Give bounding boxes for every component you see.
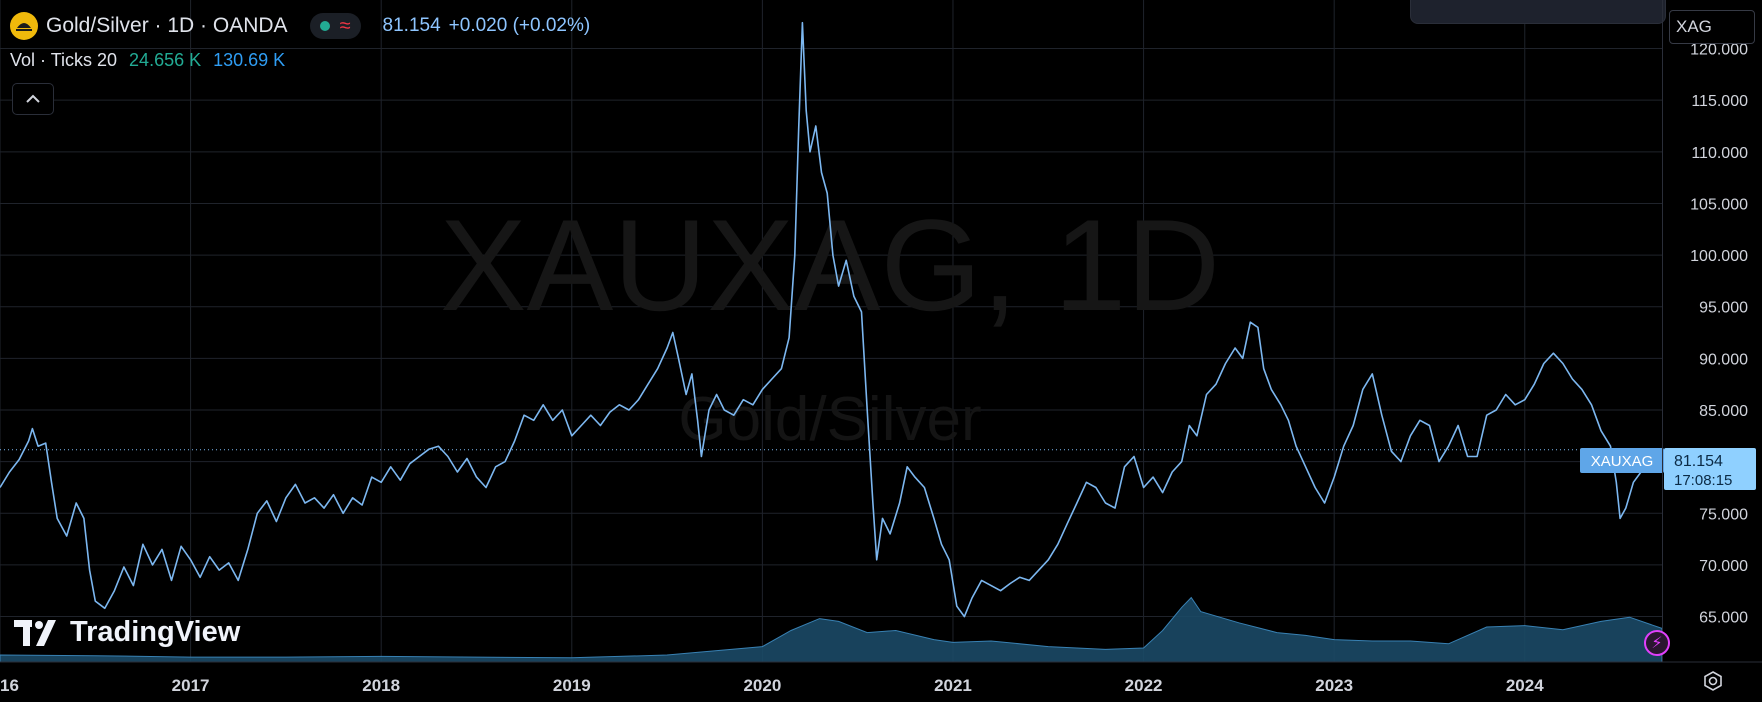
time-axis[interactable]: 2016 2017 2018 2019 2020 2021 2022 2023 2024 xyxy=(0,661,1762,695)
y-tick-label: 105.000 xyxy=(1690,196,1748,213)
chart-grid xyxy=(0,0,1662,662)
y-tick-label: 110.000 xyxy=(1691,145,1748,162)
volume-value-b: 130.69 K xyxy=(213,50,286,70)
tradingview-logo-text: TradingView xyxy=(70,616,241,648)
lightning-icon[interactable]: ⚡ xyxy=(1644,630,1670,656)
price-axis[interactable]: 65.00070.00075.00080.00085.00090.00095.0… xyxy=(1690,42,1748,627)
price-line-series-0[interactable] xyxy=(0,21,1663,618)
y-tick-label: 90.000 xyxy=(1699,351,1748,368)
collapse-legend-button[interactable] xyxy=(12,83,54,115)
x-tick-label: 2023 xyxy=(1315,676,1353,695)
settings-icon[interactable] xyxy=(1700,668,1726,694)
y-tick-label: 75.000 xyxy=(1699,506,1748,523)
volume-histogram xyxy=(0,596,1663,663)
watermark-description: Gold/Silver xyxy=(678,385,981,454)
volume-legend: Vol · Ticks 20 24.656 K 130.69 K xyxy=(10,50,285,71)
x-tick-label: 2021 xyxy=(934,676,972,695)
price-change: +0.020 (+0.02%) xyxy=(448,15,591,36)
x-tick-label: 2016 xyxy=(0,676,19,695)
wave-icon: ≈ xyxy=(339,15,351,37)
tradingview-logo-icon xyxy=(14,619,62,646)
currency-label: XAG xyxy=(1676,17,1712,36)
y-tick-label: 120.000 xyxy=(1690,42,1748,59)
y-tick-label: 115.000 xyxy=(1691,93,1748,110)
y-tick-label: 70.000 xyxy=(1699,558,1748,575)
last-price-tag-value: 81.154 xyxy=(1674,453,1723,470)
x-tick-label: 2020 xyxy=(743,676,781,695)
volume-area xyxy=(0,596,1663,663)
y-tick-label: 95.000 xyxy=(1699,300,1748,317)
last-price: 81.154 xyxy=(382,15,441,36)
last-price-tag-countdown: 17:08:15 xyxy=(1674,472,1732,489)
y-tick-label: 65.000 xyxy=(1699,610,1748,627)
toolbar-fragment xyxy=(1410,0,1666,24)
oanda-logo-icon xyxy=(10,12,38,40)
last-price-tag-symbol: XAUXAG xyxy=(1591,453,1654,470)
price-axis-separator xyxy=(1662,0,1663,662)
volume-indicator-title[interactable]: Vol · Ticks 20 xyxy=(10,50,118,70)
tradingview-logo[interactable]: TradingView xyxy=(14,616,240,649)
volume-value-a: 24.656 K xyxy=(129,50,202,70)
x-tick-label: 2017 xyxy=(172,676,210,695)
x-tick-label: 2022 xyxy=(1125,676,1163,695)
y-tick-label: 85.000 xyxy=(1699,403,1748,420)
watermark-symbol: XAUXAG, 1D xyxy=(440,192,1220,338)
y-tick-label: 100.000 xyxy=(1690,248,1748,265)
x-tick-label: 2024 xyxy=(1506,676,1544,695)
symbol-legend: Gold/Silver · 1D · OANDA ≈ 81.154 +0.020… xyxy=(10,12,590,40)
currency-box[interactable]: XAG xyxy=(1669,10,1755,44)
price-series[interactable] xyxy=(0,21,1663,618)
x-tick-label: 2018 xyxy=(362,676,400,695)
x-tick-label: 2019 xyxy=(553,676,591,695)
last-price-tag: XAUXAG 81.154 17:08:15 xyxy=(1580,448,1756,490)
market-status-pill[interactable]: ≈ xyxy=(309,13,361,39)
chevron-up-icon xyxy=(26,90,40,108)
market-status-dot-icon xyxy=(319,21,330,31)
symbol-title[interactable]: Gold/Silver · 1D · OANDA xyxy=(46,14,288,37)
